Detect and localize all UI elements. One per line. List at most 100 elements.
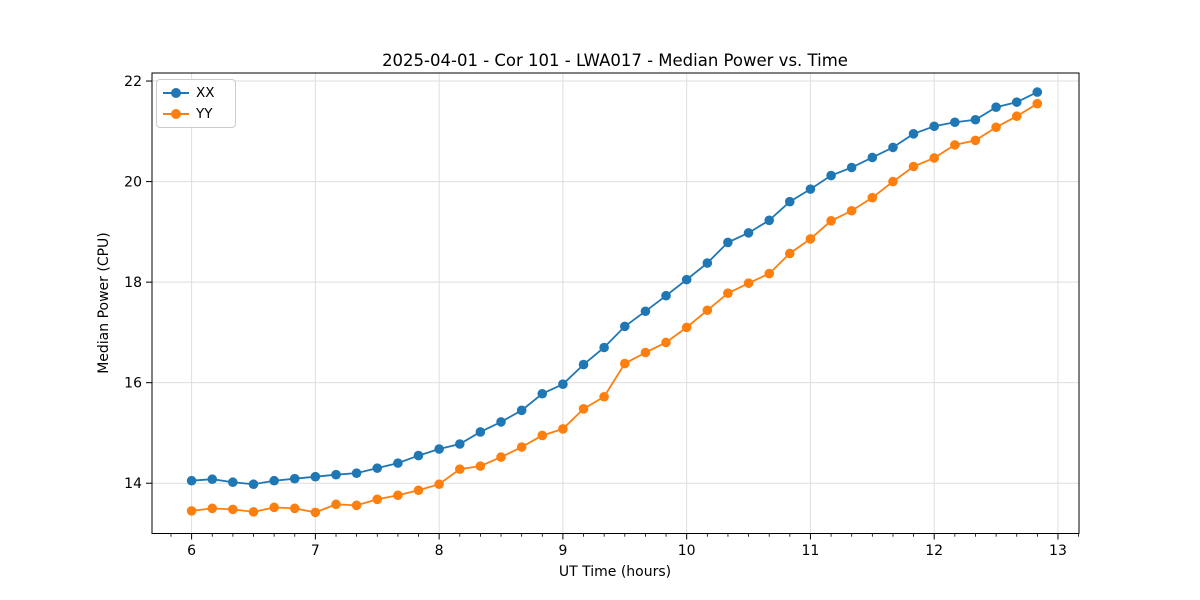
- data-point-marker: [599, 391, 609, 402]
- data-point-marker: [702, 258, 713, 268]
- y-tick-label: 20: [124, 175, 142, 191]
- data-point-marker: [434, 479, 444, 490]
- data-point-marker: [1011, 97, 1022, 107]
- data-point-marker: [434, 444, 444, 454]
- data-point-marker: [846, 162, 857, 173]
- data-point-marker: [186, 475, 197, 486]
- data-point-marker: [331, 499, 341, 510]
- chart-title: 2025-04-01 - Cor 101 - LWA017 - Median P…: [382, 51, 848, 70]
- data-point-marker: [826, 170, 836, 181]
- data-point-marker: [269, 475, 279, 486]
- data-point-marker: [681, 322, 692, 333]
- data-point-marker: [248, 507, 259, 517]
- x-tick-label: 6: [187, 543, 196, 559]
- data-point-marker: [784, 248, 795, 259]
- data-point-marker: [372, 463, 383, 473]
- x-tick-label: 10: [678, 543, 696, 559]
- data-point-marker: [496, 452, 506, 462]
- x-tick-label: 7: [311, 543, 320, 559]
- data-point-marker: [207, 474, 218, 485]
- data-point-marker: [970, 135, 981, 146]
- x-tick-label: 9: [558, 543, 567, 559]
- axis-ticks: 6 7 8 9 10 11 12 13 14 16 18 20 22: [124, 74, 1080, 559]
- data-series: [186, 87, 1043, 518]
- data-point-marker: [578, 404, 589, 414]
- data-point-marker: [310, 471, 321, 482]
- data-point-marker: [867, 192, 878, 203]
- data-point-marker: [619, 321, 630, 332]
- data-point-marker: [351, 500, 362, 511]
- data-point-marker: [805, 184, 816, 194]
- data-point-marker: [186, 506, 197, 516]
- legend: XX YY: [156, 79, 236, 128]
- data-point-marker: [681, 274, 692, 285]
- data-point-marker: [743, 228, 754, 238]
- plot-border: [151, 72, 1080, 534]
- data-point-marker: [455, 439, 465, 449]
- legend-label-xx: XX: [196, 85, 215, 101]
- data-point-marker: [640, 306, 651, 317]
- data-point-marker: [723, 237, 733, 248]
- data-point-marker: [599, 342, 609, 353]
- legend-label-yy: YY: [196, 106, 213, 122]
- data-point-marker: [455, 464, 465, 474]
- data-point-marker: [723, 288, 733, 299]
- data-point-marker: [867, 152, 878, 163]
- data-point-marker: [537, 388, 548, 399]
- data-point-marker: [908, 161, 919, 172]
- data-point-marker: [991, 102, 1001, 112]
- data-point-marker: [764, 268, 775, 279]
- y-tick-label: 18: [124, 275, 142, 291]
- x-tick-label: 11: [802, 543, 820, 559]
- data-point-marker: [743, 278, 754, 288]
- y-tick-label: 14: [124, 476, 142, 492]
- data-point-marker: [950, 140, 960, 150]
- x-tick-label: 13: [1049, 543, 1067, 559]
- data-point-marker: [248, 479, 259, 490]
- data-point-marker: [228, 504, 238, 515]
- data-point-marker: [640, 347, 651, 358]
- data-point-marker: [207, 503, 218, 514]
- data-point-marker: [784, 196, 795, 207]
- data-point-marker: [475, 461, 486, 471]
- data-point-marker: [702, 305, 713, 316]
- x-axis-label: UT Time (hours): [559, 564, 671, 580]
- data-point-marker: [558, 424, 568, 434]
- yy-line-marker-icon: [163, 109, 189, 119]
- xx-line-marker-icon: [163, 88, 189, 98]
- series-xx: [186, 87, 1043, 490]
- data-point-marker: [578, 359, 589, 370]
- data-point-marker: [331, 469, 341, 480]
- data-point-marker: [516, 405, 527, 416]
- data-point-marker: [619, 358, 630, 369]
- data-point-marker: [289, 473, 300, 484]
- data-point-marker: [516, 442, 527, 452]
- data-point-marker: [805, 234, 816, 244]
- series-line: [191, 91, 1038, 486]
- data-point-marker: [929, 121, 939, 132]
- data-point-marker: [372, 494, 383, 505]
- data-point-marker: [558, 379, 568, 389]
- data-point-marker: [661, 290, 671, 301]
- data-point-marker: [1032, 87, 1043, 97]
- series-yy: [186, 98, 1043, 518]
- data-point-marker: [228, 477, 238, 488]
- data-point-marker: [269, 502, 279, 513]
- grid-lines: [152, 73, 1079, 534]
- data-point-marker: [888, 142, 898, 153]
- data-point-marker: [1011, 111, 1022, 122]
- data-point-marker: [496, 417, 506, 427]
- data-point-marker: [475, 427, 486, 437]
- data-point-marker: [826, 216, 836, 226]
- data-point-marker: [537, 430, 548, 441]
- data-point-marker: [413, 450, 424, 461]
- legend-item-xx: XX: [163, 84, 229, 102]
- y-tick-label: 22: [124, 74, 142, 90]
- y-axis-label: Median Power (CPU): [96, 232, 112, 374]
- data-point-marker: [764, 215, 775, 226]
- data-point-marker: [661, 337, 671, 348]
- data-point-marker: [393, 458, 403, 468]
- legend-item-yy: YY: [163, 105, 229, 123]
